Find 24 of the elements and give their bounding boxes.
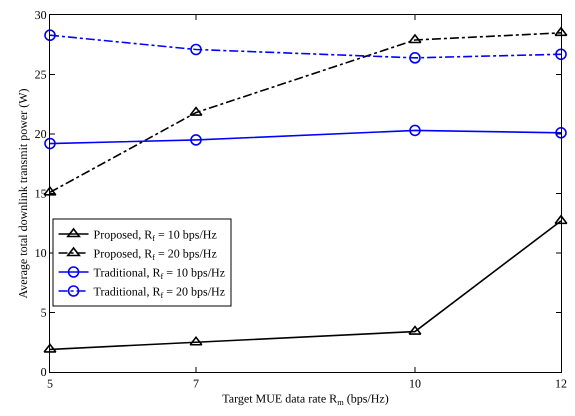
point — [555, 48, 567, 60]
x-tick-label: 12 — [555, 376, 567, 390]
point — [190, 134, 202, 146]
y-tick-label: 25 — [34, 68, 47, 82]
point — [190, 44, 202, 56]
y-tick-label: 20 — [34, 127, 47, 142]
x-tick-label: 7 — [193, 376, 199, 390]
y-tick-label: 0 — [40, 365, 47, 380]
y-tick-label: 30 — [34, 8, 47, 22]
legend-label: Proposed, R$_{f}$ = 10 bps/Hz — [94, 228, 217, 244]
legend-label: Traditional, R$_{f}$ = 20 bps/Hz — [94, 284, 226, 300]
y-tick-label: 10 — [34, 246, 47, 260]
legend-label: Traditional, R$_{f}$ = 10 bps/Hz — [94, 266, 226, 282]
y-axis-title: Average total downlink transmit power (W) — [16, 88, 30, 299]
point — [409, 52, 421, 64]
point — [44, 138, 56, 150]
point — [44, 29, 56, 42]
point — [409, 124, 421, 136]
legend-label: Proposed, R$_{f}$ = 20 bps/Hz — [94, 246, 217, 262]
x-tick-label: 10 — [409, 376, 421, 390]
y-tick-label: 5 — [40, 306, 47, 320]
x-axis-title: Target MUE data rate R$_{m}$ (bps/Hz) — [222, 391, 389, 407]
point — [555, 127, 567, 139]
point — [189, 336, 203, 346]
